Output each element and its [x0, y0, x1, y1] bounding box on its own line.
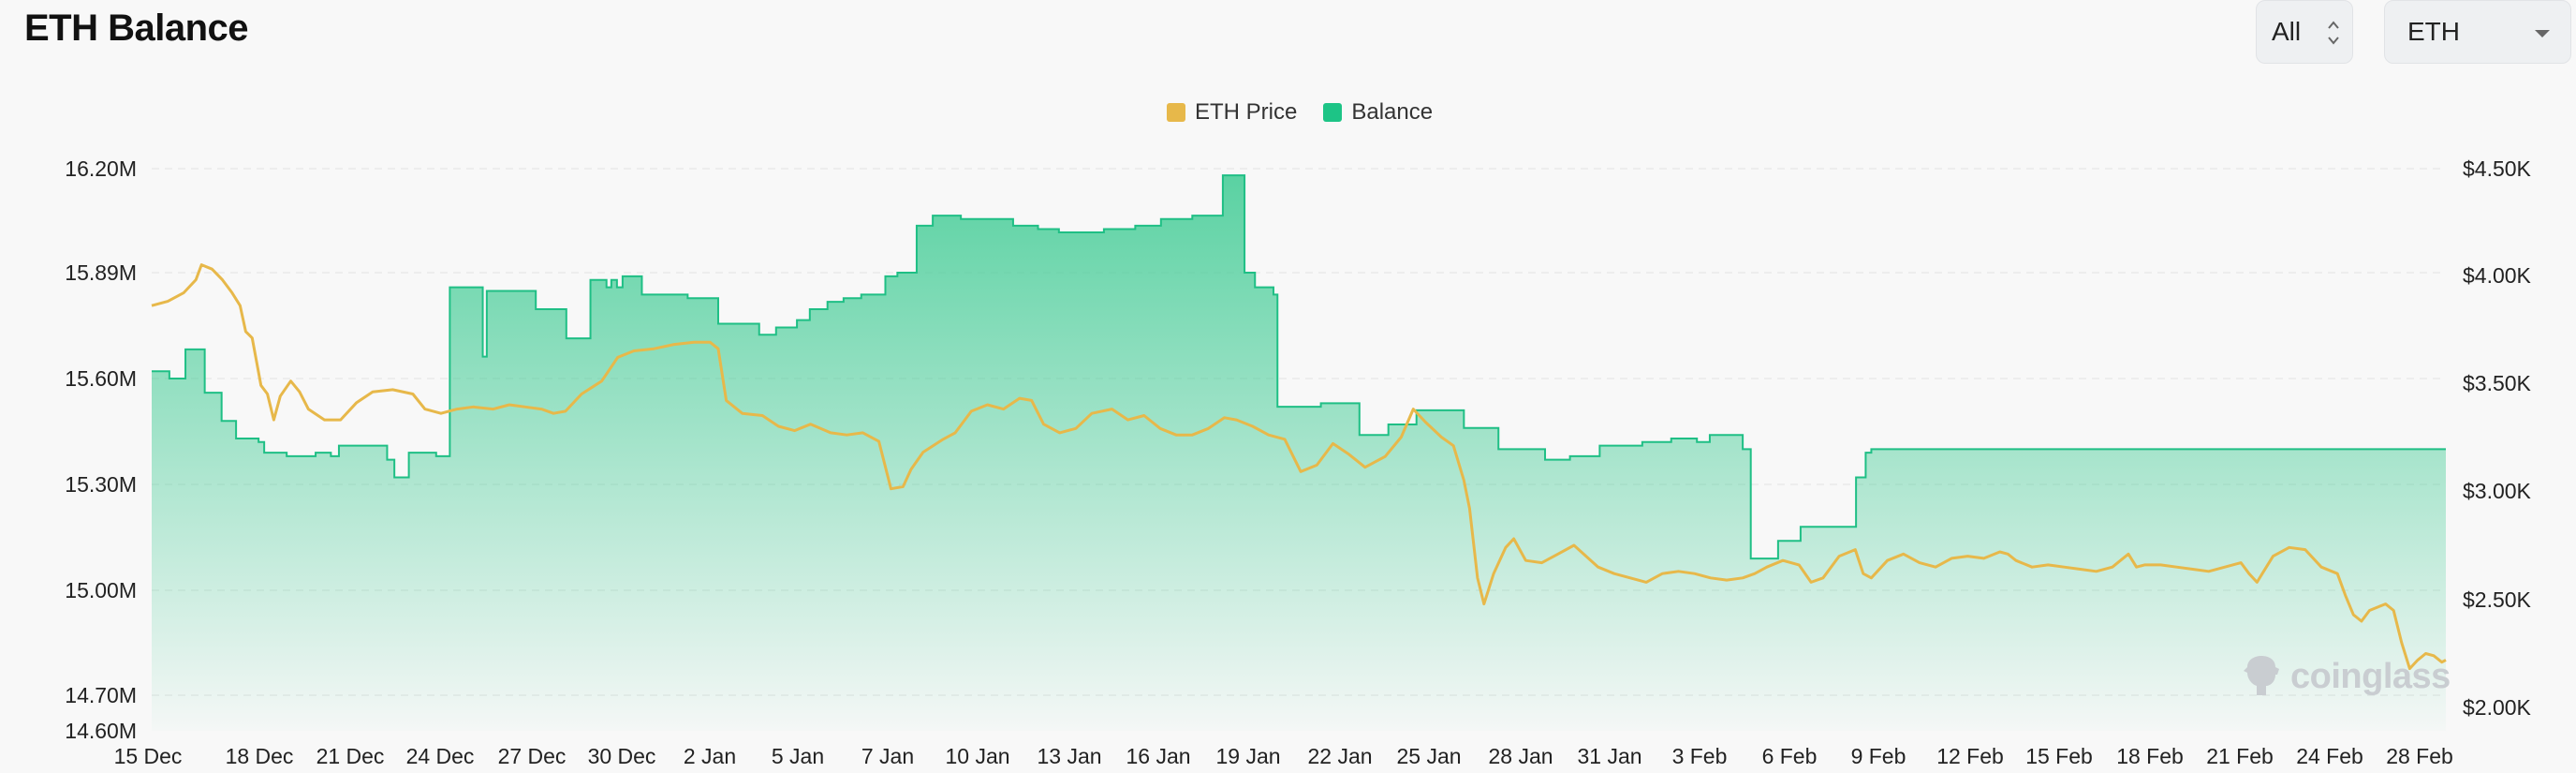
x-tick-label: 9 Feb: [1851, 744, 1906, 768]
x-tick-label: 22 Jan: [1307, 744, 1372, 768]
left-tick-label: 16.20M: [65, 156, 137, 181]
range-select[interactable]: All: [2256, 0, 2353, 64]
legend-item-eth-price[interactable]: ETH Price: [1167, 99, 1297, 126]
chevron-down-icon: [2535, 30, 2550, 37]
left-tick-label: 14.70M: [65, 683, 137, 707]
watermark-text: coinglass: [2290, 656, 2451, 696]
series-balance: [152, 174, 2446, 732]
legend-swatch-eth-price: [1167, 103, 1185, 122]
asset-select[interactable]: ETH: [2384, 0, 2571, 64]
x-tick-label: 18 Feb: [2116, 744, 2184, 768]
left-tick-label: 14.60M: [65, 719, 137, 743]
x-tick-label: 16 Jan: [1126, 744, 1190, 768]
x-tick-label: 30 Dec: [588, 744, 656, 768]
left-tick-label: 15.60M: [65, 366, 137, 391]
right-axis: $4.50K $4.00K $3.50K $3.00K $2.50K $2.00K: [2463, 156, 2532, 720]
updown-chevron-icon: [2328, 21, 2339, 45]
x-tick-label: 31 Jan: [1577, 744, 1641, 768]
x-tick-label: 15 Dec: [114, 744, 183, 768]
left-tick-label: 15.30M: [65, 472, 137, 497]
eth-price-line: [151, 263, 2447, 671]
x-tick-label: 12 Feb: [1936, 744, 2004, 768]
range-select-label: All: [2272, 17, 2302, 46]
balance-line: [152, 174, 2446, 560]
page-title: ETH Balance: [24, 7, 249, 49]
x-tick-label: 19 Jan: [1215, 744, 1280, 768]
left-tick-label: 15.89M: [65, 260, 137, 285]
watermark: coinglass: [2240, 654, 2451, 699]
legend-label-eth-price: ETH Price: [1195, 99, 1298, 125]
x-tick-label: 21 Feb: [2206, 744, 2274, 768]
x-tick-label: 3 Feb: [1672, 744, 1728, 768]
legend-swatch-balance: [1323, 103, 1343, 122]
left-axis: 16.20M 15.89M 15.60M 15.30M 15.00M 14.70M 14.6…: [65, 156, 137, 743]
x-tick-label: 28 Feb: [2386, 744, 2453, 768]
legend-item-balance[interactable]: Balance: [1323, 99, 1433, 126]
x-tick-label: 10 Jan: [945, 744, 1009, 768]
legend-label-balance: Balance: [1351, 99, 1434, 125]
chart-legend: ETH Price Balance: [1167, 99, 1459, 126]
x-tick-label: 6 Feb: [1762, 744, 1818, 768]
coinglass-logo-icon: [2244, 656, 2279, 695]
right-tick-label: $3.00K: [2463, 479, 2532, 503]
right-tick-label: $4.50K: [2463, 156, 2532, 181]
right-tick-label: $2.50K: [2463, 587, 2532, 612]
x-tick-label: 25 Jan: [1396, 744, 1461, 768]
x-tick-label: 15 Feb: [2025, 744, 2093, 768]
x-tick-label: 7 Jan: [861, 744, 914, 768]
x-tick-label: 13 Jan: [1037, 744, 1101, 768]
x-tick-label: 27 Dec: [498, 744, 567, 768]
x-tick-label: 24 Dec: [406, 744, 475, 768]
left-tick-label: 15.00M: [65, 578, 137, 602]
x-tick-label: 24 Feb: [2296, 744, 2363, 768]
x-tick-label: 21 Dec: [316, 744, 385, 768]
series-eth-price: [151, 263, 2447, 671]
right-tick-label: $4.00K: [2463, 263, 2532, 288]
x-tick-label: 28 Jan: [1488, 744, 1553, 768]
x-tick-label: 2 Jan: [684, 744, 736, 768]
x-tick-label: 18 Dec: [226, 744, 294, 768]
x-axis: 15 Dec 18 Dec 21 Dec 24 Dec 27 Dec 30 Dec 2 Ja…: [114, 744, 2453, 768]
asset-select-label: ETH: [2407, 17, 2460, 46]
balance-area: [152, 175, 2446, 732]
x-tick-label: 5 Jan: [772, 744, 824, 768]
right-tick-label: $3.50K: [2463, 371, 2532, 395]
right-tick-label: $2.00K: [2463, 695, 2532, 720]
